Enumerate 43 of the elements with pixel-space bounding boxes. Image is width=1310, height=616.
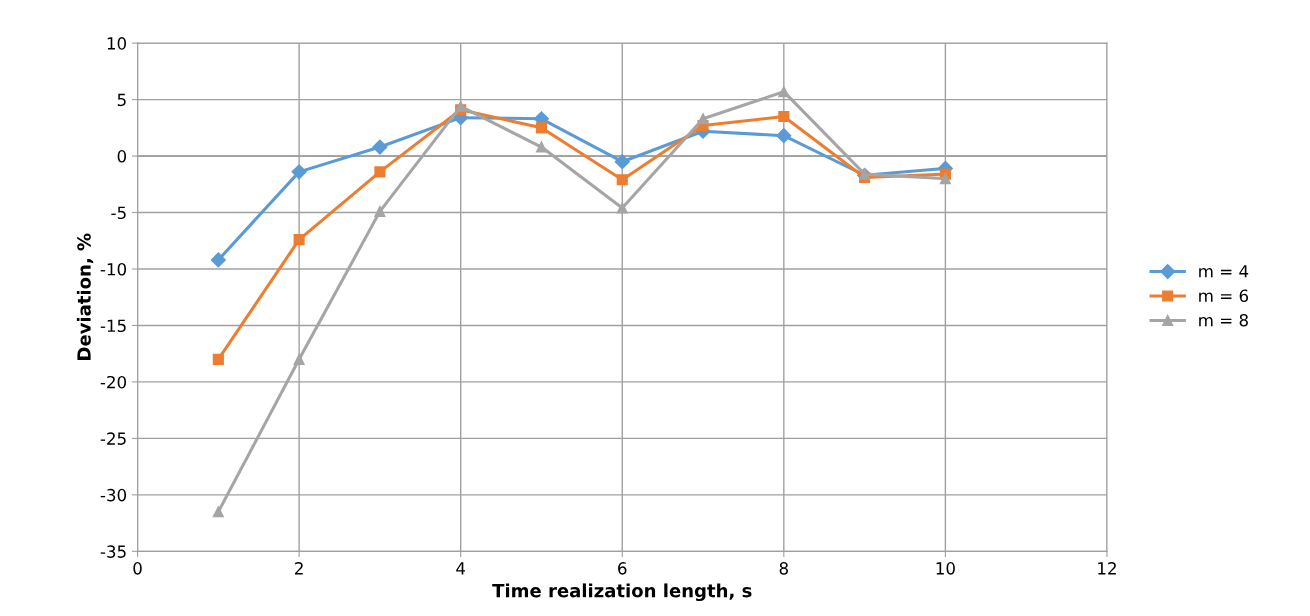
point xyxy=(616,174,628,186)
y-tick-label: -35 xyxy=(100,545,126,558)
y-tick-label: -20 xyxy=(100,375,127,389)
point xyxy=(859,168,871,180)
legend-label: m = 8 xyxy=(1199,313,1248,327)
y-tick-label: -10 xyxy=(100,262,127,276)
y-tick-label: 10 xyxy=(107,37,127,50)
y-tick-label: 0 xyxy=(117,150,127,163)
y-axis-title: Deviation, % xyxy=(76,233,94,360)
y-tick-label: -30 xyxy=(100,488,127,502)
point xyxy=(374,166,386,178)
point xyxy=(778,86,790,98)
point xyxy=(939,173,951,185)
x-tick-label: 10 xyxy=(936,562,955,575)
x-tick-label: 0 xyxy=(133,562,142,575)
legend-label: m = 6 xyxy=(1199,289,1249,303)
point xyxy=(374,205,386,217)
y-tick-label: -25 xyxy=(100,432,126,445)
point xyxy=(776,128,792,144)
x-tick-label: 12 xyxy=(1098,562,1116,575)
point xyxy=(210,252,226,268)
point xyxy=(616,202,628,214)
point xyxy=(535,141,548,153)
legend-label: m = 4 xyxy=(1199,265,1249,278)
point xyxy=(291,164,307,180)
point xyxy=(778,110,790,123)
point xyxy=(614,154,630,170)
y-tick-label: -15 xyxy=(100,319,126,333)
x-tick-label: 6 xyxy=(618,562,627,575)
y-tick-label: -5 xyxy=(111,206,126,220)
x-tick-label: 2 xyxy=(295,562,303,575)
x-axis-title: Time realization length, s xyxy=(492,583,752,602)
point xyxy=(212,506,224,518)
point xyxy=(455,100,467,112)
point xyxy=(535,122,548,134)
point xyxy=(293,353,305,365)
x-tick-label: 4 xyxy=(456,562,466,575)
x-tick-label: 8 xyxy=(779,562,788,575)
y-tick-label: 5 xyxy=(117,93,126,107)
point xyxy=(212,353,224,365)
point xyxy=(293,234,305,246)
point xyxy=(697,113,709,125)
point xyxy=(372,139,388,155)
